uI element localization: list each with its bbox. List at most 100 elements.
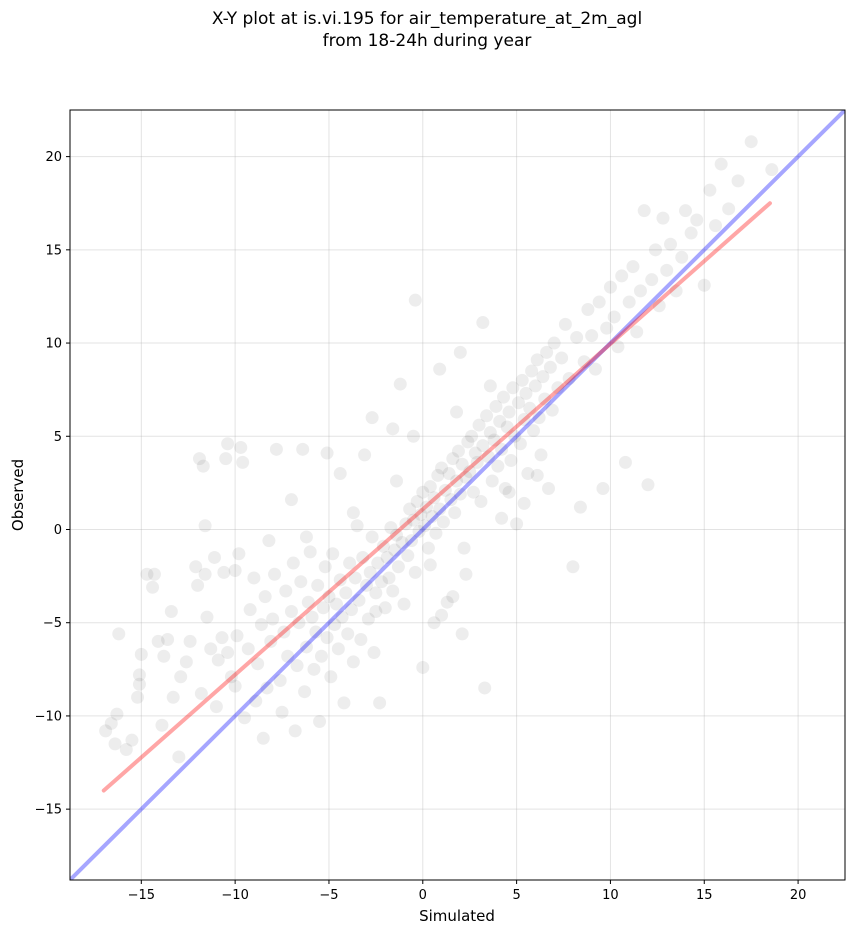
scatter-point bbox=[558, 317, 572, 331]
scatter-point bbox=[714, 157, 728, 171]
scatter-point bbox=[161, 632, 175, 646]
scatter-point bbox=[219, 452, 233, 466]
scatter-point bbox=[393, 377, 407, 391]
scatter-point bbox=[530, 353, 544, 367]
scatter-point bbox=[526, 424, 540, 438]
scatter-point bbox=[390, 528, 404, 542]
scatter-point bbox=[446, 590, 460, 604]
scatter-point bbox=[215, 631, 229, 645]
scatter-point bbox=[528, 379, 542, 393]
scatter-point bbox=[108, 737, 122, 751]
scatter-point bbox=[254, 618, 268, 632]
scatter-point bbox=[438, 483, 452, 497]
scatter-point bbox=[431, 468, 445, 482]
scatter-point bbox=[110, 707, 124, 721]
scatter-point bbox=[217, 565, 231, 579]
scatter-point bbox=[284, 605, 298, 619]
scatter-point bbox=[465, 429, 479, 443]
scatter-point bbox=[577, 355, 591, 369]
scatter-point bbox=[339, 586, 353, 600]
scatter-point bbox=[301, 595, 315, 609]
scatter-point bbox=[498, 481, 512, 495]
scatter-point bbox=[626, 260, 640, 274]
scatter-point bbox=[461, 435, 475, 449]
scatter-point bbox=[359, 578, 373, 592]
scatter-point bbox=[566, 560, 580, 574]
scatter-point bbox=[380, 550, 394, 564]
scatter-point bbox=[508, 429, 522, 443]
scatter-point bbox=[530, 468, 544, 482]
scatter-point bbox=[309, 625, 323, 639]
scatter-point bbox=[414, 508, 428, 522]
scatter-point bbox=[555, 351, 569, 365]
scatter-point bbox=[386, 422, 400, 436]
scatter-point bbox=[416, 660, 430, 674]
scatter-point bbox=[151, 634, 165, 648]
scatter-point bbox=[436, 515, 450, 529]
scatter-point bbox=[515, 373, 529, 387]
scatter-point bbox=[241, 642, 255, 656]
scatter-point bbox=[703, 183, 717, 197]
scatter-point bbox=[435, 461, 449, 475]
scatter-point bbox=[269, 442, 283, 456]
scatter-point bbox=[496, 390, 510, 404]
scatter-point bbox=[166, 690, 180, 704]
scatter-point bbox=[284, 493, 298, 507]
scatter-point bbox=[275, 705, 289, 719]
scatter-point bbox=[600, 321, 614, 335]
scatter-point bbox=[611, 340, 625, 354]
scatter-point bbox=[343, 556, 357, 570]
scatter-point bbox=[543, 360, 557, 374]
scatter-point bbox=[104, 716, 118, 730]
scatter-point bbox=[140, 567, 154, 581]
scatter-point bbox=[247, 571, 261, 585]
scatter-point bbox=[588, 362, 602, 376]
scatter-point bbox=[279, 584, 293, 598]
scatter-point bbox=[209, 700, 223, 714]
scatter-point bbox=[453, 487, 467, 501]
scatter-point bbox=[365, 411, 379, 425]
scatter-point bbox=[230, 629, 244, 643]
scatter-point bbox=[401, 549, 415, 563]
scatter-point bbox=[483, 426, 497, 440]
y-tick-label: −10 bbox=[35, 709, 62, 724]
scatter-point bbox=[346, 506, 360, 520]
scatter-point bbox=[444, 493, 458, 507]
scatter-point bbox=[373, 696, 387, 710]
scatter-point bbox=[648, 243, 662, 257]
scatter-point bbox=[191, 578, 205, 592]
scatter-point bbox=[545, 403, 559, 417]
scatter-point bbox=[418, 519, 432, 533]
y-tick-label: 5 bbox=[54, 430, 62, 445]
scatter-point bbox=[538, 392, 552, 406]
scatter-point bbox=[288, 724, 302, 738]
scatter-point bbox=[440, 595, 454, 609]
scatter-point bbox=[234, 440, 248, 454]
scatter-point bbox=[551, 381, 565, 395]
scatter-point bbox=[513, 437, 527, 451]
scatter-point bbox=[125, 733, 139, 747]
scatter-point bbox=[596, 481, 610, 495]
scatter-point bbox=[493, 414, 507, 428]
scatter-point bbox=[200, 610, 214, 624]
scatter-point bbox=[453, 345, 467, 359]
scatter-point bbox=[363, 565, 377, 579]
scatter-point bbox=[356, 550, 370, 564]
scatter-point bbox=[532, 411, 546, 425]
scatter-point bbox=[294, 575, 308, 589]
scatter-point bbox=[322, 590, 336, 604]
scatter-point bbox=[420, 500, 434, 514]
scatter-point bbox=[637, 204, 651, 218]
scatter-point bbox=[262, 534, 276, 548]
scatter-point bbox=[618, 455, 632, 469]
scatter-point bbox=[540, 345, 554, 359]
y-tick-label: 0 bbox=[54, 523, 62, 538]
scatter-point bbox=[198, 567, 212, 581]
scatter-point bbox=[358, 448, 372, 462]
scatter-point bbox=[660, 263, 674, 277]
scatter-point bbox=[183, 634, 197, 648]
y-tick-label: −15 bbox=[35, 803, 62, 818]
chart-title-line-1: X-Y plot at is.vi.195 for air_temperatur… bbox=[211, 9, 643, 29]
scatter-point bbox=[369, 586, 383, 600]
scatter-point bbox=[238, 711, 252, 725]
